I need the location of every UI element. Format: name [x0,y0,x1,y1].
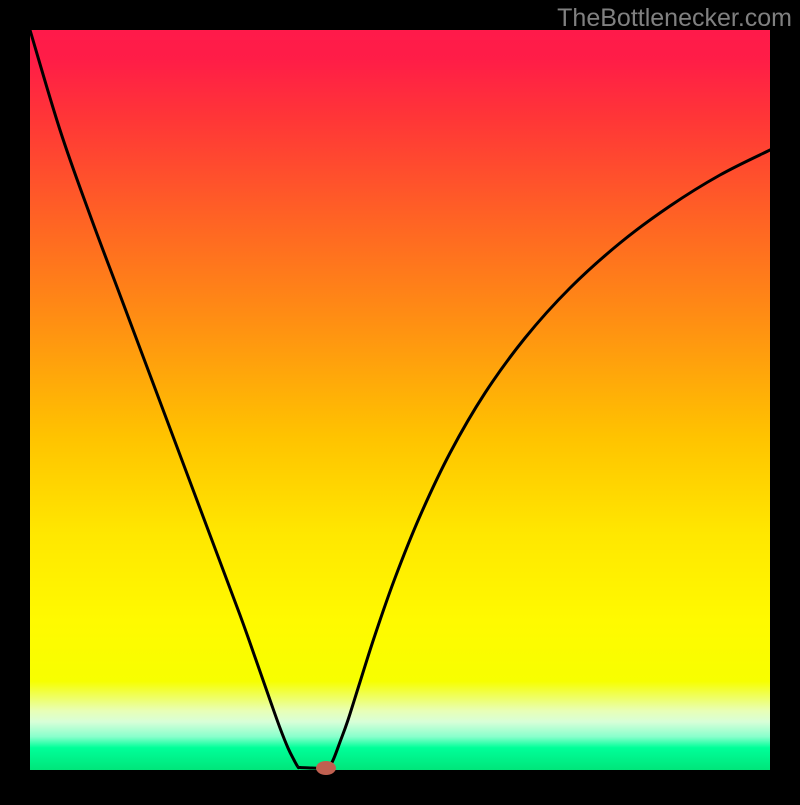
watermark-text: TheBottlenecker.com [557,4,792,33]
chart-plot-background [30,30,770,770]
optimal-point-marker [316,761,336,775]
bottleneck-chart [0,0,800,800]
chart-container: TheBottlenecker.com [0,0,800,800]
